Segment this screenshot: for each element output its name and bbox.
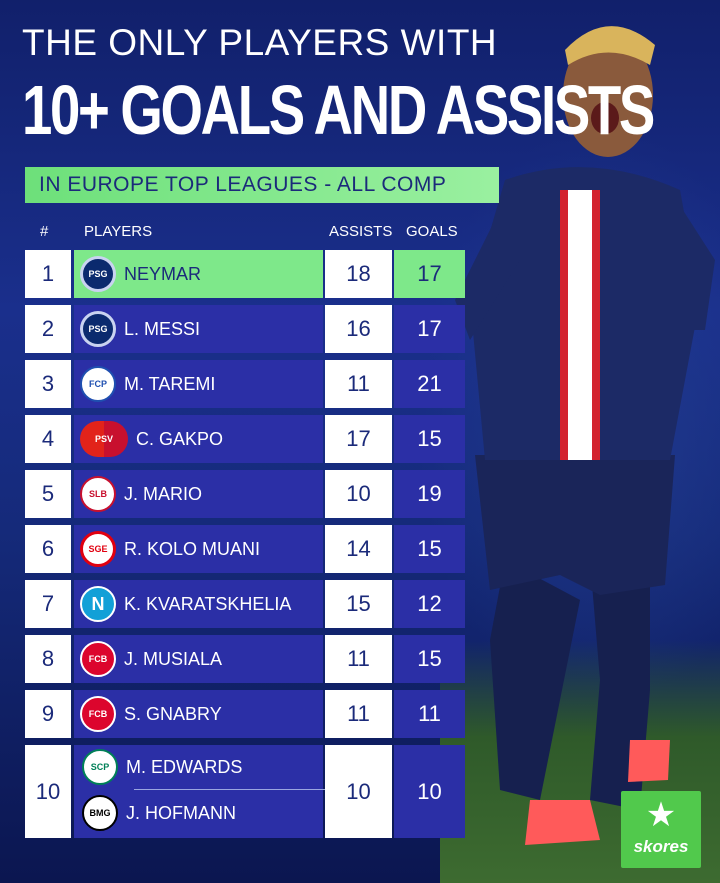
divider (134, 789, 358, 790)
goals-cell: 17 (394, 250, 465, 298)
sporting-crest-icon: SCP (82, 749, 118, 785)
header-assists: ASSISTS (329, 223, 393, 240)
assists-cell: 17 (325, 415, 392, 463)
table-row: 5 SLB J. MARIO 10 19 (25, 470, 465, 518)
player-name: NEYMAR (124, 263, 202, 284)
goals-cell: 11 (394, 690, 465, 738)
assists-cell: 16 (325, 305, 392, 353)
frankfurt-crest-icon: SGE (80, 531, 116, 567)
header-goals: GOALS (406, 223, 458, 240)
table-row: 6 SGE R. KOLO MUANI 14 15 (25, 525, 465, 573)
star-icon: ★ (645, 796, 677, 834)
goals-cell: 15 (394, 635, 465, 683)
benfica-crest-icon: SLB (80, 476, 116, 512)
psv-liverpool-crest-icon: PSV (80, 421, 128, 457)
table-row: 3 FCP M. TAREMI 11 21 (25, 360, 465, 408)
table-row: 4 PSV C. GAKPO 17 15 (25, 415, 465, 463)
player-cell: FCB J. MUSIALA (74, 635, 323, 683)
player-cell: SCP M. EDWARDS BMG J. HOFMANN (74, 745, 358, 838)
player-name: M. TAREMI (124, 373, 216, 394)
title-line-1: THE ONLY PLAYERS WITH (22, 22, 498, 63)
brand-name: skores (633, 837, 689, 856)
table-row: 1 PSG NEYMAR 18 17 (25, 250, 465, 298)
player-name: S. GNABRY (124, 703, 222, 724)
goals-cell: 19 (394, 470, 465, 518)
sub-row: SCP M. EDWARDS (82, 749, 242, 785)
subtitle-banner: IN EUROPE TOP LEAGUES - ALL COMP (25, 167, 499, 203)
goals-cell: 21 (394, 360, 465, 408)
player-name: J. HOFMANN (126, 802, 236, 823)
goals-cell: 10 (394, 745, 465, 838)
assists-cell: 14 (325, 525, 392, 573)
player-cell: FCB S. GNABRY (74, 690, 323, 738)
header-players: PLAYERS (84, 223, 153, 240)
player-name: L. MESSI (124, 318, 201, 339)
bayern-crest-icon: FCB (80, 696, 116, 732)
player-name: K. KVARATSKHELIA (124, 593, 292, 614)
rank-cell: 3 (25, 360, 71, 408)
bayern-crest-icon: FCB (80, 641, 116, 677)
goals-cell: 15 (394, 415, 465, 463)
gladbach-crest-icon: BMG (82, 795, 118, 831)
psg-crest-icon: PSG (80, 256, 116, 292)
goals-cell: 15 (394, 525, 465, 573)
rank-cell: 9 (25, 690, 71, 738)
player-cell: PSG L. MESSI (74, 305, 323, 353)
player-name: J. MARIO (124, 483, 203, 504)
assists-cell: 10 (325, 470, 392, 518)
player-cell: SLB J. MARIO (74, 470, 323, 518)
assists-cell: 10 (325, 745, 392, 838)
player-name: J. MUSIALA (124, 648, 223, 669)
table-row: 9 FCB S. GNABRY 11 11 (25, 690, 465, 738)
player-cell: SGE R. KOLO MUANI (74, 525, 323, 573)
table-row: 2 PSG L. MESSI 16 17 (25, 305, 465, 353)
table-row: 8 FCB J. MUSIALA 11 15 (25, 635, 465, 683)
skores-logo: ★ skores (621, 791, 701, 868)
table-row: 7 N K. KVARATSKHELIA 15 12 (25, 580, 465, 628)
rank-cell: 7 (25, 580, 71, 628)
sub-row: BMG J. HOFMANN (82, 795, 236, 831)
psg-crest-icon: PSG (80, 311, 116, 347)
header-rank: # (40, 223, 49, 240)
rank-cell: 5 (25, 470, 71, 518)
rank-cell: 2 (25, 305, 71, 353)
goals-cell: 12 (394, 580, 465, 628)
assists-cell: 11 (325, 635, 392, 683)
rank-cell: 4 (25, 415, 71, 463)
player-name: R. KOLO MUANI (124, 538, 261, 559)
assists-cell: 11 (325, 690, 392, 738)
player-cell: N K. KVARATSKHELIA (74, 580, 323, 628)
assists-cell: 18 (325, 250, 392, 298)
rank-cell: 10 (25, 745, 71, 838)
title-line-2: 10+ GOALS AND ASSISTS (22, 71, 655, 149)
rank-cell: 1 (25, 250, 71, 298)
player-cell: PSG NEYMAR (74, 250, 323, 298)
assists-cell: 15 (325, 580, 392, 628)
napoli-crest-icon: N (80, 586, 116, 622)
player-cell: FCP M. TAREMI (74, 360, 323, 408)
assists-cell: 11 (325, 360, 392, 408)
player-name: M. EDWARDS (126, 756, 243, 777)
player-cell: PSV C. GAKPO (74, 415, 323, 463)
rank-cell: 6 (25, 525, 71, 573)
porto-crest-icon: FCP (80, 366, 116, 402)
table-row: 10 SCP M. EDWARDS BMG J. HOFMANN 10 10 (25, 745, 465, 838)
player-name: C. GAKPO (136, 428, 224, 449)
rank-cell: 8 (25, 635, 71, 683)
goals-cell: 17 (394, 305, 465, 353)
